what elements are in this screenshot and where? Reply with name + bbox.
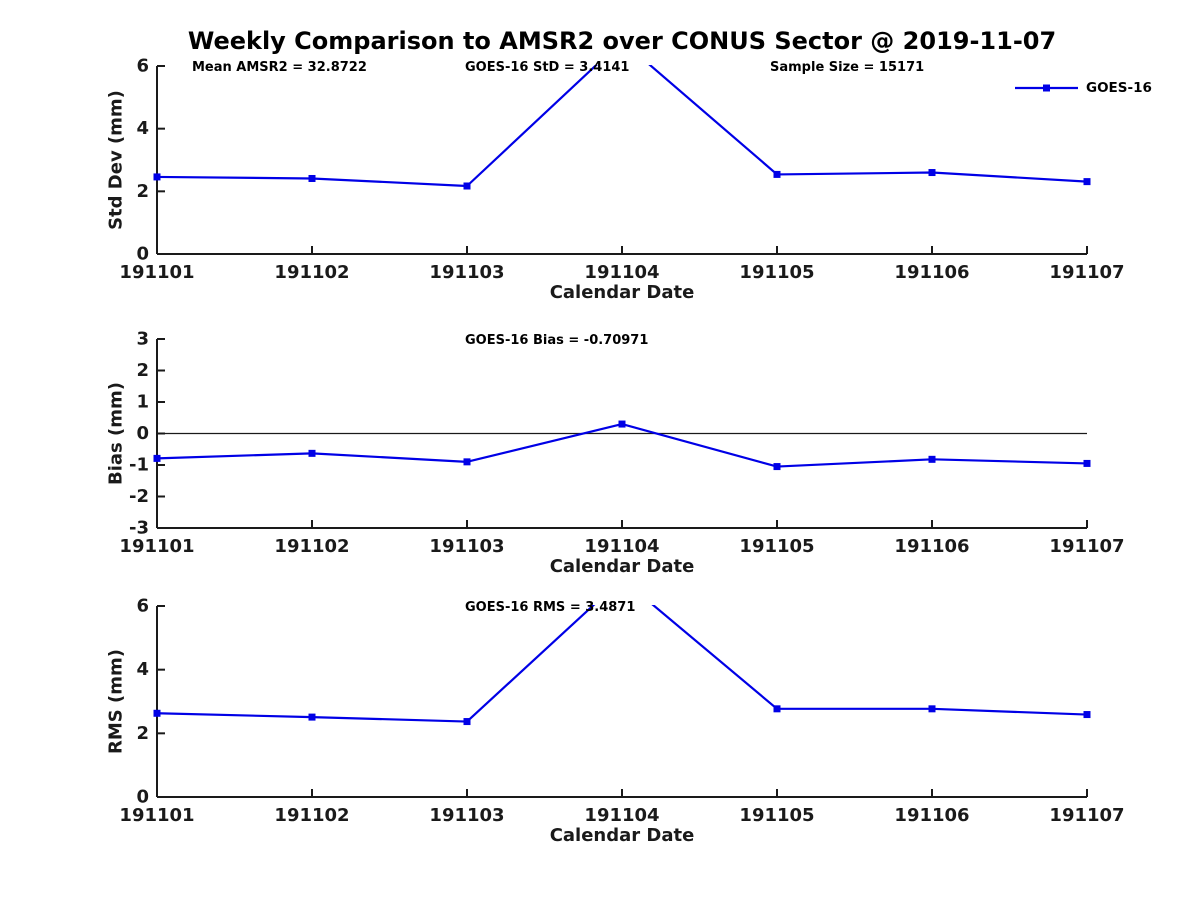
y-tick-label: 3 [136,329,149,350]
y-tick-label: -3 [129,518,149,539]
x-tick-label: 191101 [119,805,194,826]
data-point-marker [928,169,936,177]
y-tick-label: 6 [136,596,149,617]
data-point-marker [1083,711,1091,719]
data-point-marker [463,182,471,190]
x-tick-label: 191106 [894,805,969,826]
x-tick-label: 191103 [429,536,504,557]
y-tick-label: -2 [129,486,149,507]
data-point-marker [773,705,781,713]
x-tick-label: 191106 [894,262,969,283]
x-tick-label: 191107 [1049,805,1124,826]
data-point-marker [618,420,626,428]
y-tick-label: 4 [136,118,149,139]
series-line [156,422,1088,468]
data-point-marker [1083,178,1091,186]
x-tick-label: 191105 [739,262,814,283]
data-point-marker [153,454,161,462]
x-tick-label: 191102 [274,805,349,826]
x-axis-label: Calendar Date [550,556,695,577]
data-point-marker [308,174,316,182]
x-tick-label: 191106 [894,536,969,557]
y-tick-label: 6 [136,56,149,77]
data-series-group [153,37,1091,190]
x-tick-label: 191103 [429,805,504,826]
y-tick-label: -1 [129,455,149,476]
y-tick-label: 4 [136,659,149,680]
y-tick-label: 2 [136,723,149,744]
x-tick-label: 191101 [119,536,194,557]
data-point-marker [463,718,471,726]
y-axis-label: Std Dev (mm) [106,90,127,230]
annotation-text: GOES-16 Bias = -0.70971 [465,333,648,348]
x-tick-label: 191104 [584,805,659,826]
x-tick-label: 191105 [739,805,814,826]
data-point-marker [1083,459,1091,467]
figure-title: Weekly Comparison to AMSR2 over CONUS Se… [187,27,1057,55]
x-tick-label: 191107 [1049,536,1124,557]
x-axis-label: Calendar Date [550,282,695,303]
x-tick-label: 191102 [274,536,349,557]
rms-subplot: 0 2 4 6 191101 191102 191103 191104 191105 191106… [106,596,1125,847]
x-tick-label: 191105 [739,536,814,557]
legend-marker-sample [1043,84,1050,92]
data-point-marker [619,37,626,44]
data-point-marker [153,173,161,181]
data-point-marker [463,458,471,466]
y-tick-label: 2 [136,360,149,381]
data-point-marker [153,709,161,717]
x-tick-label: 191107 [1049,262,1124,283]
data-series-group [153,605,1091,726]
stddev-subplot: 0 2 4 6 191101 191102 191103 191104 191105 191106… [106,37,1152,304]
annotation-text: Sample Size = 15171 [770,60,924,75]
y-tick-label: 0 [136,787,149,808]
y-tick-label: 2 [136,181,149,202]
data-point-marker [308,713,316,721]
y-tick-label: 0 [136,423,149,444]
data-point-marker [928,705,936,713]
annotation-text: GOES-16 StD = 3.4141 [465,60,629,75]
x-tick-label: 191103 [429,262,504,283]
annotation-text: GOES-16 RMS = 3.4871 [465,600,635,615]
data-point-marker [773,170,781,178]
data-point-marker [773,463,781,471]
legend: GOES-16 [1015,80,1152,96]
data-point-marker [308,449,316,457]
annotation-text: Mean AMSR2 = 32.8722 [192,60,367,75]
y-tick-label: 1 [136,392,149,413]
data-series-group [153,420,1091,471]
y-axis-label: RMS (mm) [106,649,127,754]
y-tick-label: 0 [136,244,149,265]
y-axis-label: Bias (mm) [106,382,127,485]
x-tick-label: 191102 [274,262,349,283]
x-tick-label: 191104 [584,262,659,283]
data-point-marker [928,455,936,463]
x-axis-label: Calendar Date [550,825,695,846]
bias-subplot: -3 -2 -1 0 1 2 3 191101 191102 191103 191104 191105… [106,329,1125,578]
x-tick-label: 191104 [584,536,659,557]
x-tick-label: 191101 [119,262,194,283]
legend-label: GOES-16 [1086,80,1152,96]
